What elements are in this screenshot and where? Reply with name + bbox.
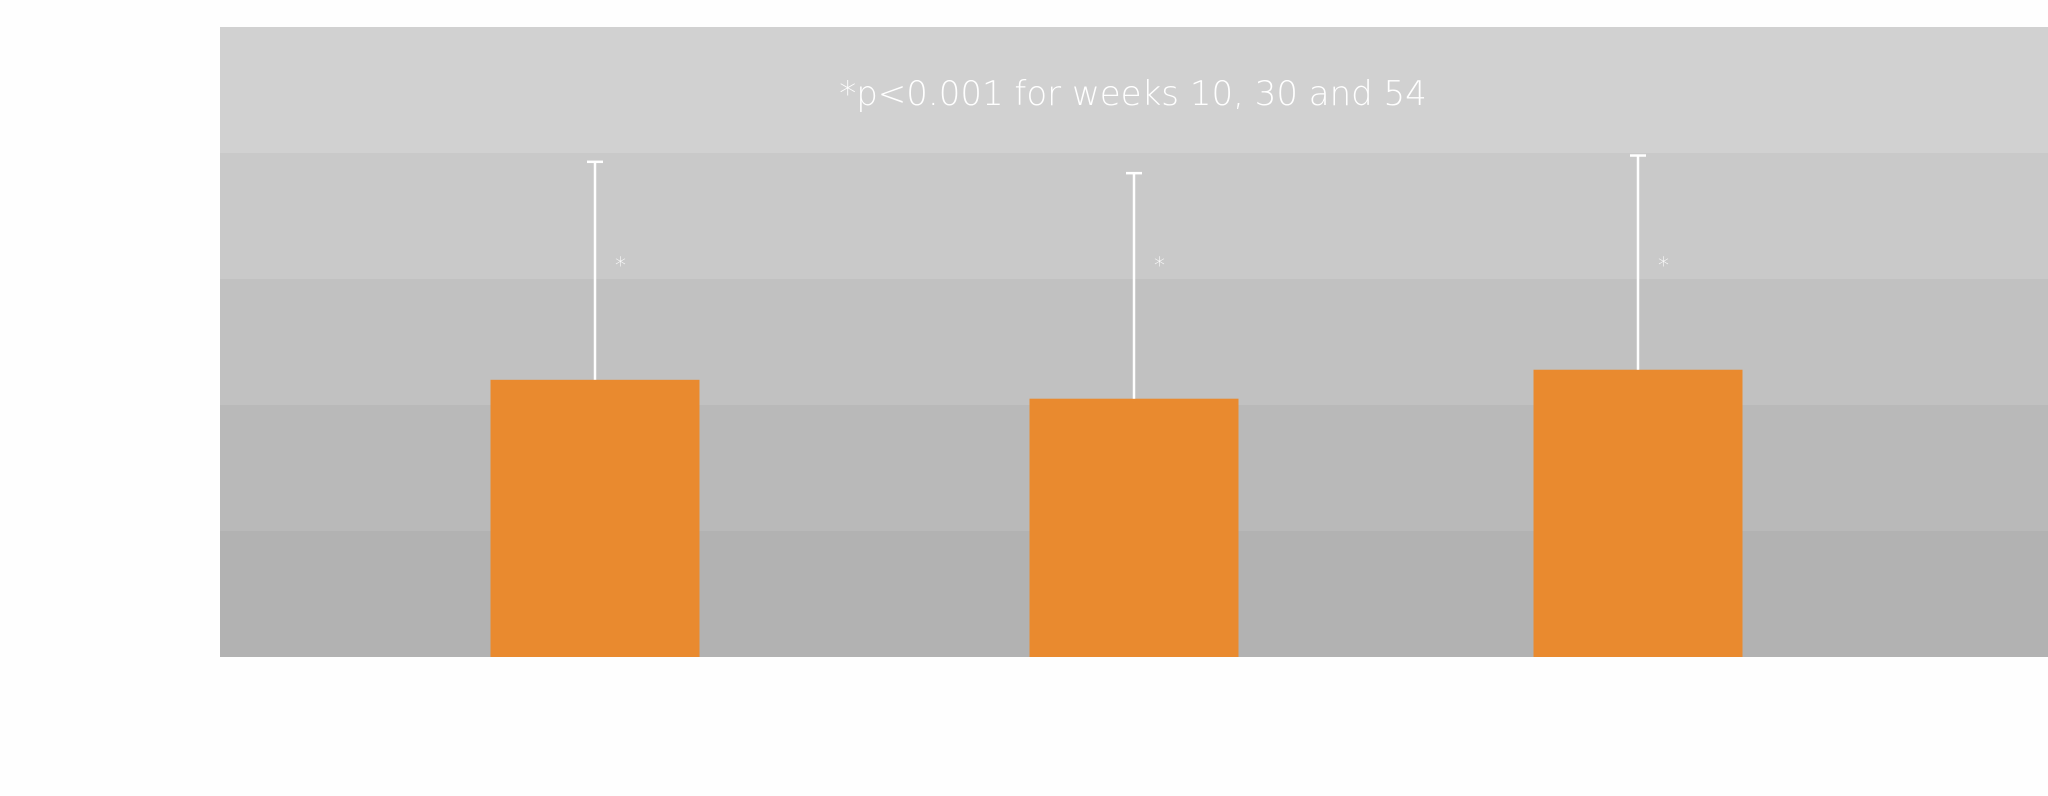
bar [490, 379, 700, 657]
significance-mark: * [1154, 254, 1165, 279]
significance-marks: * * * [615, 254, 1669, 279]
bar-series [490, 369, 1743, 657]
grid-band [220, 27, 2048, 153]
bar [1533, 369, 1743, 657]
bar [1029, 398, 1239, 657]
error-bars [587, 154, 1646, 399]
significance-mark: * [1658, 254, 1669, 279]
significance-mark: * [615, 254, 626, 279]
chart-annotation: *p<0.001 for weeks 10, 30 and 54 [839, 74, 1427, 114]
